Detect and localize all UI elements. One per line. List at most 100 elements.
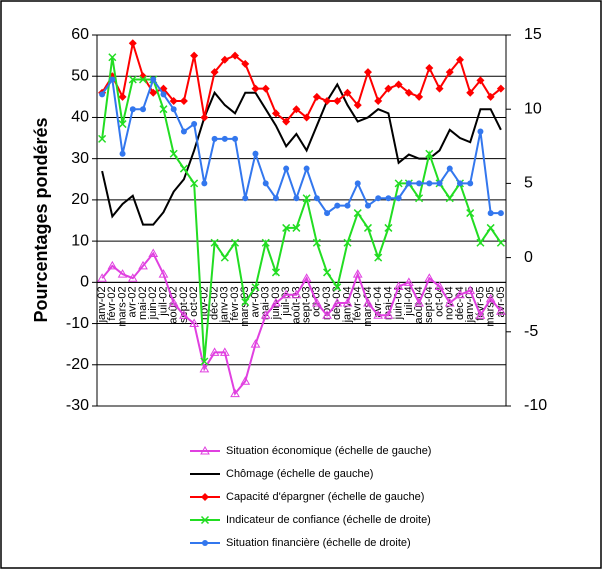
y-tick-label: 20 <box>71 191 89 208</box>
x-tick-label: déc-02 <box>208 286 220 320</box>
y-tick-label: 30 <box>71 150 89 167</box>
marker <box>159 105 168 114</box>
marker <box>201 180 208 187</box>
marker <box>283 165 290 172</box>
marker <box>404 88 413 97</box>
legend-label: Capacité d'épargner (échelle de gauche) <box>226 491 424 503</box>
x-tick-label: mars-05 <box>485 286 497 326</box>
marker <box>302 113 311 122</box>
marker <box>333 96 342 105</box>
marker <box>414 297 424 307</box>
marker <box>384 84 393 93</box>
marker <box>180 128 187 135</box>
marker <box>211 135 218 142</box>
marker <box>405 180 412 187</box>
x-tick-label: sept-04 <box>423 286 435 323</box>
marker <box>303 165 310 172</box>
x-tick-label: mars-02 <box>116 286 128 326</box>
marker <box>375 195 382 202</box>
x-tick-label: sept-03 <box>301 286 313 323</box>
marker <box>343 88 352 97</box>
x-tick-label: juin-02 <box>147 286 159 320</box>
marker <box>219 347 230 356</box>
marker <box>477 128 484 135</box>
y-tick-label: 60 <box>71 26 89 43</box>
marker <box>395 195 402 202</box>
y-tick-label: -30 <box>66 397 89 414</box>
marker <box>363 68 372 77</box>
marker <box>312 238 321 247</box>
marker <box>179 164 188 173</box>
y-tick-label: 40 <box>71 109 89 126</box>
marker <box>221 135 228 142</box>
marker <box>446 165 453 172</box>
marker <box>311 297 322 307</box>
marker <box>149 88 158 97</box>
marker <box>271 297 281 307</box>
marker <box>292 105 301 114</box>
y2-tick-label: 5 <box>524 175 533 192</box>
marker <box>466 209 475 218</box>
marker <box>476 76 485 85</box>
marker <box>118 120 127 129</box>
marker <box>272 195 279 202</box>
x-tick-label: févr-03 <box>229 286 241 320</box>
marker <box>202 540 208 546</box>
y2-tick-label: -5 <box>524 323 538 340</box>
marker <box>241 298 250 307</box>
marker <box>262 180 269 187</box>
x-tick-label: avr-02 <box>127 286 139 317</box>
marker <box>445 194 454 203</box>
x-tick-label: mai-04 <box>382 286 394 320</box>
marker <box>486 92 495 101</box>
marker <box>415 92 424 101</box>
marker <box>404 277 414 286</box>
marker <box>363 297 373 307</box>
marker <box>109 76 116 83</box>
marker <box>129 106 136 113</box>
marker <box>220 55 229 64</box>
y2-tick-label: -10 <box>524 397 547 414</box>
x-tick-label: janv-03 <box>219 286 231 323</box>
marker <box>118 92 127 101</box>
marker <box>119 150 126 157</box>
marker <box>332 297 343 307</box>
legend-label: Situation économique (échelle de gauche) <box>226 445 431 457</box>
marker <box>117 269 128 278</box>
marker <box>465 285 476 295</box>
marker <box>301 273 312 282</box>
marker <box>416 180 423 187</box>
marker <box>456 180 463 187</box>
legend-label: Indicateur de confiance (échelle de droi… <box>226 514 431 526</box>
marker <box>220 253 229 262</box>
marker <box>342 297 353 307</box>
marker <box>200 515 210 525</box>
marker <box>496 306 506 315</box>
y-tick-label: 10 <box>71 232 89 249</box>
marker <box>158 269 169 278</box>
marker <box>128 39 137 48</box>
marker <box>374 96 383 105</box>
marker <box>374 253 383 262</box>
marker <box>230 388 240 398</box>
marker <box>485 293 496 303</box>
marker <box>191 121 198 128</box>
marker <box>353 101 362 110</box>
marker <box>364 202 371 209</box>
legend-label: Chômage (échelle de gauche) <box>226 468 373 480</box>
marker <box>333 283 342 292</box>
y-tick-label: 50 <box>71 67 89 84</box>
marker <box>352 269 363 278</box>
marker <box>424 273 435 282</box>
x-tick-label: janv-02 <box>96 286 108 323</box>
marker <box>190 51 199 60</box>
x-tick-label: avr-03 <box>249 286 261 317</box>
marker <box>189 318 199 328</box>
marker <box>393 281 404 290</box>
marker <box>99 91 106 98</box>
x-tick-label: avr-05 <box>495 286 507 317</box>
marker <box>476 238 485 247</box>
marker <box>271 268 280 277</box>
x-tick-label: oct-02 <box>188 286 200 317</box>
